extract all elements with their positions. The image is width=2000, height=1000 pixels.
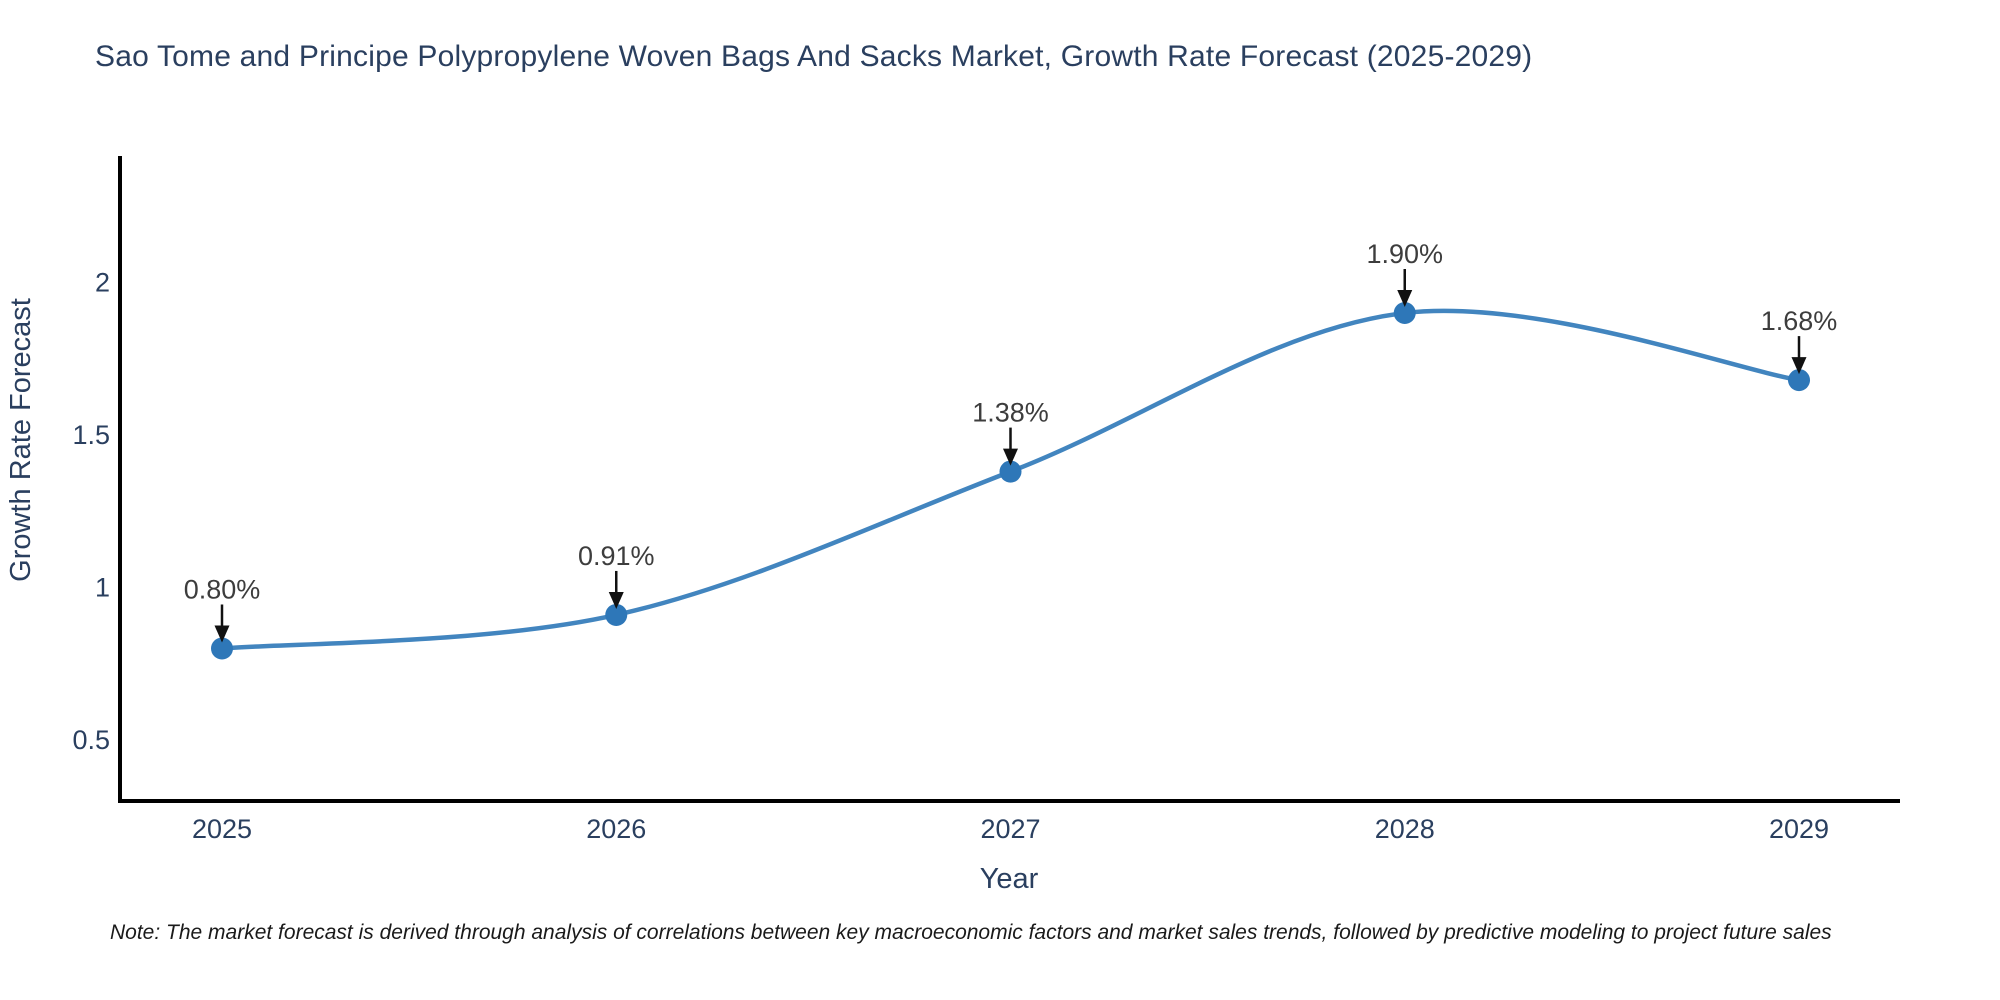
point-value-label: 1.90% <box>1366 239 1443 269</box>
annotation-arrowhead-icon <box>1791 357 1807 375</box>
footnote: Note: The market forecast is derived thr… <box>110 921 1832 944</box>
data-point-marker <box>1393 302 1416 324</box>
y-tick-label: 1 <box>95 573 110 603</box>
point-value-label: 1.38% <box>972 398 1049 428</box>
y-tick-label: 0.5 <box>72 725 110 755</box>
x-tick-label: 2025 <box>192 814 252 844</box>
y-tick-label: 2 <box>95 268 110 298</box>
x-tick-label: 2029 <box>1769 814 1829 844</box>
annotation-arrowhead-icon <box>608 591 624 609</box>
x-tick-label: 2026 <box>586 814 646 844</box>
y-tick-label: 1.5 <box>72 420 110 450</box>
data-point-marker <box>605 603 628 626</box>
data-point-marker <box>211 637 233 660</box>
annotation-arrowhead-icon <box>214 625 230 643</box>
annotation-arrowhead-icon <box>1003 448 1018 466</box>
annotation-arrowhead-icon <box>1397 290 1413 307</box>
y-axis-title: Growth Rate Forecast <box>5 298 37 582</box>
point-value-label: 0.80% <box>184 575 261 605</box>
data-point-marker <box>999 460 1022 483</box>
point-value-label: 0.91% <box>578 541 655 571</box>
x-tick-label: 2027 <box>980 814 1040 844</box>
data-point-marker <box>1788 369 1810 392</box>
point-value-label: 1.68% <box>1761 306 1838 336</box>
chart-title: Sao Tome and Principe Polypropylene Wove… <box>95 40 1533 73</box>
x-tick-label: 2028 <box>1375 814 1435 844</box>
x-axis-title: Year <box>980 863 1039 895</box>
